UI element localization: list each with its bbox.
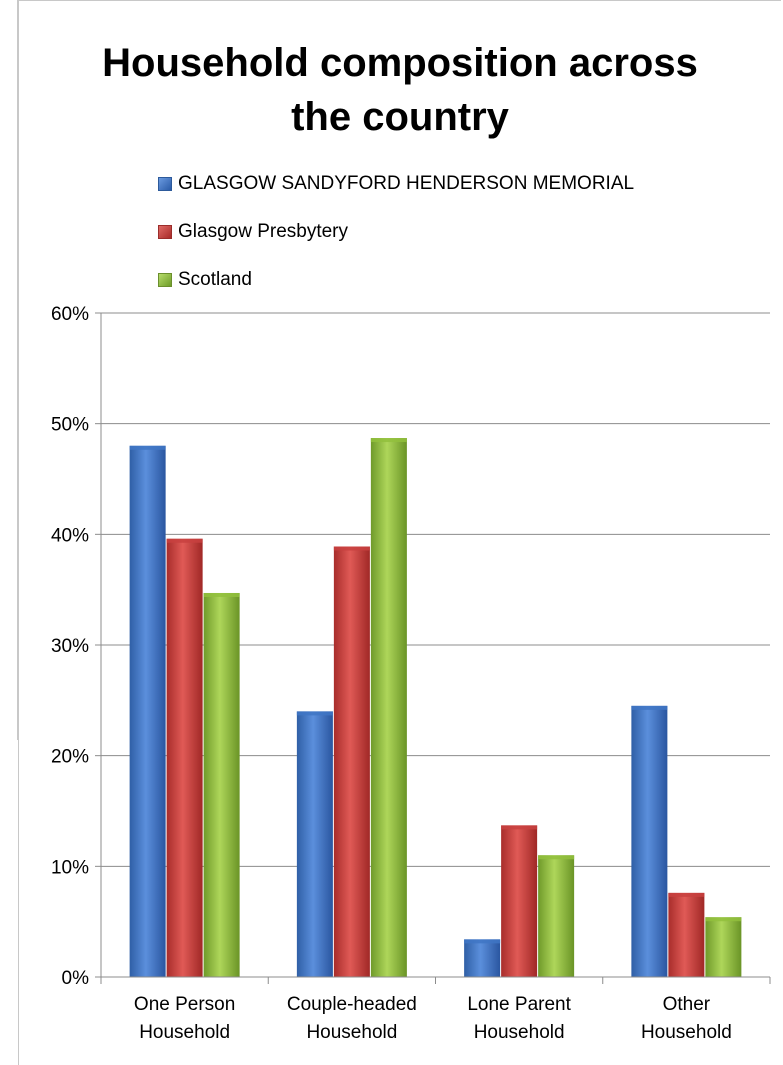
x-tick-label: Household — [306, 1022, 397, 1043]
bar-scotland — [203, 592, 240, 977]
x-tick-label: Couple-headed — [287, 994, 417, 1015]
bar-cap — [501, 825, 538, 830]
legend-swatch-presbytery — [158, 225, 172, 239]
y-tick-label: 0% — [62, 968, 90, 989]
bar-presbytery — [166, 538, 203, 977]
chart-title-line-1: Household composition across — [102, 41, 698, 85]
bar-cap — [166, 538, 203, 543]
y-tick-label: 30% — [51, 636, 89, 657]
legend-item-sandyford: GLASGOW SANDYFORD HENDERSON MEMORIAL — [158, 160, 634, 208]
legend-swatch-sandyford — [158, 177, 172, 191]
panel-edge — [0, 0, 18, 740]
bar-presbytery — [333, 546, 370, 977]
chart-title: Household composition across the country — [40, 36, 760, 144]
bar-cap — [333, 546, 370, 551]
bar-presbytery — [501, 825, 538, 977]
y-tick-label: 20% — [51, 747, 89, 768]
bar-sandyford — [296, 711, 333, 977]
bar-presbytery — [668, 892, 705, 977]
legend-label-presbytery: Glasgow Presbytery — [178, 221, 349, 242]
legend-label-scotland: Scotland — [178, 269, 252, 290]
chart-frame — [18, 0, 781, 1065]
x-tick-label: One Person — [134, 994, 235, 1015]
legend-item-presbytery: Glasgow Presbytery — [158, 208, 634, 256]
chart-legend: GLASGOW SANDYFORD HENDERSON MEMORIAL Gla… — [158, 160, 634, 304]
y-tick-label: 10% — [51, 857, 89, 878]
x-tick-label: Other — [663, 994, 711, 1015]
bar-cap — [296, 711, 333, 716]
bar-scotland — [705, 917, 742, 977]
x-tick-label: Household — [474, 1022, 565, 1043]
bar-cap — [129, 445, 166, 450]
bar-sandyford — [464, 939, 501, 977]
bar-cap — [538, 855, 575, 860]
bar-cap — [370, 438, 407, 443]
bar-cap — [668, 892, 705, 897]
x-tick-label: Household — [641, 1022, 732, 1043]
bar-cap — [631, 705, 668, 710]
bar-cap — [203, 592, 240, 597]
bar-cap — [705, 917, 742, 922]
legend-label-sandyford: GLASGOW SANDYFORD HENDERSON MEMORIAL — [178, 173, 635, 194]
x-tick-label: Lone Parent — [467, 994, 571, 1015]
bar-sandyford — [631, 705, 668, 977]
bar-cap — [464, 939, 501, 944]
legend-swatch-scotland — [158, 273, 172, 287]
bar-scotland — [370, 438, 407, 977]
bar-scotland — [538, 855, 575, 977]
y-tick-label: 60% — [51, 304, 89, 325]
chart-title-line-2: the country — [291, 95, 509, 139]
y-tick-label: 40% — [51, 525, 89, 546]
legend-item-scotland: Scotland — [158, 256, 634, 304]
y-tick-label: 50% — [51, 415, 89, 436]
bar-sandyford — [129, 445, 166, 977]
x-tick-label: Household — [139, 1022, 230, 1043]
